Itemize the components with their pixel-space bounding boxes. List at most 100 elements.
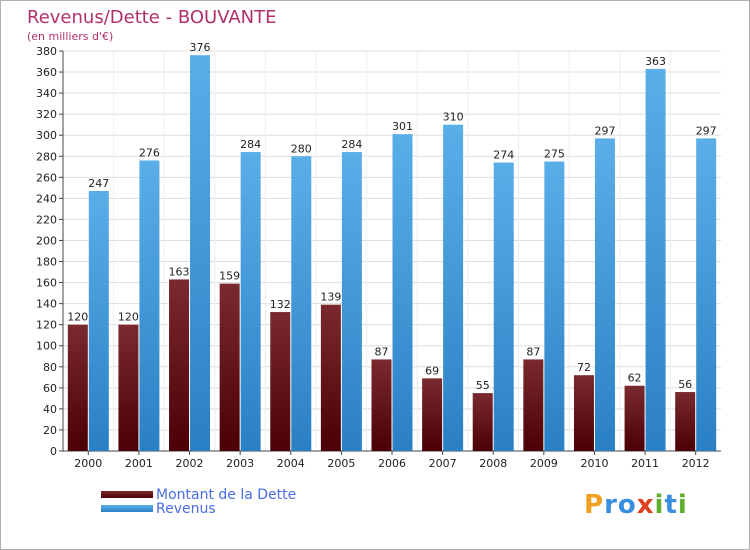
bar-revenus (291, 156, 312, 451)
y-tick-label: 320 (36, 108, 57, 121)
data-label: 87 (526, 345, 540, 358)
data-label: 297 (594, 124, 615, 137)
data-label: 275 (544, 148, 565, 161)
bar-debt (270, 312, 291, 451)
data-label: 159 (219, 270, 240, 283)
x-tick-label: 2010 (580, 457, 608, 470)
y-tick-label: 20 (43, 424, 57, 437)
x-tick-label: 2006 (378, 457, 406, 470)
x-tick-label: 2002 (176, 457, 204, 470)
y-tick-label: 340 (36, 87, 57, 100)
bar-debt (675, 392, 696, 451)
y-tick-label: 240 (36, 192, 57, 205)
x-tick-label: 2000 (74, 457, 102, 470)
logo-letter: i (654, 490, 665, 520)
x-tick-label: 2007 (429, 457, 457, 470)
y-tick-label: 300 (36, 129, 57, 142)
y-tick-label: 0 (50, 445, 57, 458)
data-label: 87 (375, 345, 389, 358)
x-tick-label: 2008 (479, 457, 507, 470)
logo-letter: i (677, 490, 688, 520)
bar-revenus (240, 152, 261, 452)
bar-debt (67, 324, 88, 451)
bar-revenus (443, 124, 464, 452)
bar-revenus (88, 191, 109, 451)
data-label: 72 (577, 361, 591, 374)
data-label: 276 (139, 146, 160, 159)
bar-revenus (696, 138, 717, 452)
data-label: 284 (240, 138, 261, 151)
data-label: 56 (678, 378, 692, 391)
y-tick-label: 200 (36, 234, 57, 247)
y-tick-label: 280 (36, 150, 57, 163)
logo-letter: x (636, 490, 655, 520)
logo-letter: o (617, 490, 637, 520)
bar-revenus (645, 68, 666, 451)
data-label: 297 (696, 124, 717, 137)
data-label: 247 (88, 177, 109, 190)
x-tick-label: 2001 (125, 457, 153, 470)
data-label: 274 (493, 149, 514, 162)
bar-debt (118, 324, 139, 451)
y-tick-label: 260 (36, 171, 57, 184)
bar-debt (573, 375, 594, 451)
data-label: 363 (645, 55, 666, 68)
y-tick-label: 120 (36, 319, 57, 332)
bar-revenus (190, 55, 211, 452)
y-tick-label: 100 (36, 340, 57, 353)
y-tick-label: 380 (36, 45, 57, 58)
bar-revenus (392, 134, 413, 451)
y-tick-label: 180 (36, 256, 57, 269)
data-label: 301 (392, 120, 413, 133)
logo-letter: r (604, 490, 618, 520)
bar-debt (624, 385, 645, 451)
bar-revenus (341, 152, 362, 452)
bar-revenus (139, 160, 160, 451)
x-tick-label: 2003 (226, 457, 254, 470)
bar-revenus (594, 138, 615, 452)
bar-debt (422, 378, 443, 451)
bar-debt (320, 304, 341, 451)
y-tick-label: 80 (43, 361, 57, 374)
bar-debt (169, 279, 190, 451)
data-label: 120 (67, 311, 88, 324)
data-label: 280 (291, 142, 312, 155)
bar-revenus (544, 161, 565, 452)
y-tick-label: 360 (36, 66, 57, 79)
axes: 0 20 40 60 80 100 120 140 160 180 200 220 240 260 280 3… (36, 45, 721, 470)
bar-revenus (493, 162, 514, 451)
bar-debt (523, 359, 544, 451)
legend-swatch-debt (101, 491, 153, 498)
logo-letter: P (584, 490, 605, 520)
chart-title: Revenus/Dette - BOUVANTE (27, 7, 277, 28)
data-label: 284 (341, 138, 362, 151)
y-tick-label: 40 (43, 403, 57, 416)
x-tick-label: 2009 (530, 457, 558, 470)
y-tick-label: 60 (43, 382, 57, 395)
logo-letter: t (664, 490, 678, 520)
x-tick-label: 2004 (277, 457, 305, 470)
data-labels: 120 247 120 276 163 376 159 284 132 280 139 284 87 30… (67, 41, 716, 392)
y-tick-label: 140 (36, 298, 57, 311)
legend-label-revenus: Revenus (156, 501, 216, 517)
bar-debt (472, 393, 493, 451)
data-label: 69 (425, 364, 439, 377)
data-label: 310 (443, 111, 464, 124)
data-label: 139 (320, 291, 341, 304)
y-tick-label: 160 (36, 277, 57, 290)
proxiti-logo: Proxiti (584, 490, 688, 520)
data-label: 132 (270, 298, 291, 311)
x-tick-label: 2011 (631, 457, 659, 470)
x-tick-label: 2012 (682, 457, 710, 470)
grid-lines (63, 50, 721, 452)
bar-debt (371, 359, 392, 451)
x-tick-label: 2005 (327, 457, 355, 470)
data-label: 62 (628, 372, 642, 385)
bar-debt (219, 283, 240, 451)
data-label: 120 (118, 311, 139, 324)
y-tick-label: 220 (36, 213, 57, 226)
chart-subtitle: (en milliers d'€) (27, 30, 114, 43)
data-label: 55 (476, 379, 490, 392)
